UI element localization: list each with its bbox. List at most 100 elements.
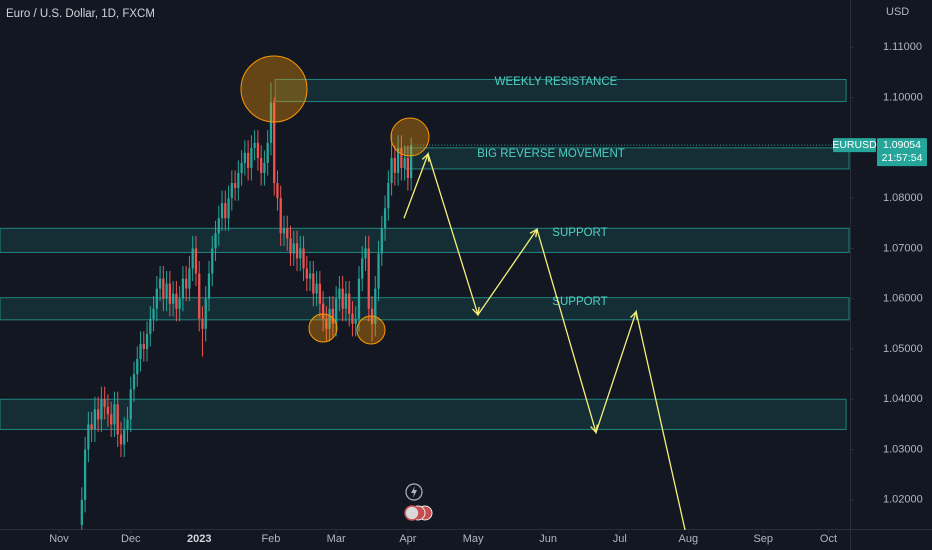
candle-body <box>113 404 116 425</box>
zone-label: WEEKLY RESISTANCE <box>495 76 618 88</box>
candle-body <box>139 343 142 360</box>
candle-body <box>132 374 136 390</box>
candle-body <box>377 253 380 289</box>
candle-body <box>295 243 299 259</box>
candle-body <box>315 283 318 294</box>
candle-body <box>240 162 243 173</box>
candle-body <box>129 389 132 420</box>
candle-body <box>119 434 123 445</box>
arrowhead <box>529 228 538 238</box>
arrowhead <box>630 310 638 320</box>
candle-body <box>260 157 263 173</box>
candle-body <box>214 233 217 249</box>
candle-body <box>390 157 393 184</box>
highlight-circle <box>308 313 338 343</box>
candle-body <box>250 147 253 168</box>
candle-body <box>201 318 204 329</box>
candle-body <box>237 172 240 189</box>
y-tick-label: 1.02000 <box>883 494 923 506</box>
candle-body <box>335 298 338 324</box>
zone-label: BIG REVERSE MOVEMENT <box>477 148 625 160</box>
y-tick-label: 1.08000 <box>883 192 923 204</box>
candle-body <box>230 183 233 199</box>
candle-body <box>328 308 331 329</box>
candle-body <box>188 268 191 289</box>
candle-body <box>149 318 152 334</box>
candle-body <box>162 278 165 299</box>
price-tag-label: 1.09054 <box>883 139 921 151</box>
candle-body <box>299 248 302 259</box>
candle-body <box>106 406 110 415</box>
candle-body <box>90 424 93 430</box>
candle-body <box>364 248 367 259</box>
candle-body <box>100 399 103 420</box>
highlight-circle <box>240 55 308 123</box>
candle-body <box>103 399 106 407</box>
candle-body <box>273 102 276 184</box>
zone-label: SUPPORT <box>552 227 607 239</box>
y-tick-label: 1.05000 <box>883 343 923 355</box>
x-tick-label: 2023 <box>187 533 211 545</box>
candle-body <box>312 273 315 294</box>
candle-body <box>393 157 396 173</box>
candle-body <box>305 268 308 279</box>
candle-body <box>256 142 260 158</box>
candle-body <box>246 152 250 168</box>
candle-body <box>145 333 149 349</box>
x-tick-label: Apr <box>399 533 416 545</box>
candle-body <box>126 419 129 430</box>
y-tick-label: 1.03000 <box>883 443 923 455</box>
candle-body <box>155 288 158 309</box>
candle-body <box>286 228 289 239</box>
candle-body <box>400 147 403 168</box>
candle-body <box>383 208 387 229</box>
y-tick-label: 1.07000 <box>883 242 923 254</box>
y-tick-label: 1.10000 <box>883 91 923 103</box>
candle-body <box>276 183 279 199</box>
lightning-icon <box>411 486 417 498</box>
zone <box>0 297 850 321</box>
candle-body <box>243 152 247 163</box>
candle-body <box>302 248 305 269</box>
candle-body <box>292 243 295 254</box>
candle-body <box>325 318 328 329</box>
candle-body <box>380 228 383 254</box>
candle-body <box>204 298 207 329</box>
candle-body <box>217 218 220 234</box>
event-icons <box>404 483 433 521</box>
x-tick-label: Nov <box>49 533 69 545</box>
candle-body <box>403 157 406 168</box>
candle-body <box>211 248 214 274</box>
candle-body <box>224 203 227 219</box>
candle-body <box>263 162 266 173</box>
y-tick-label: 1.04000 <box>883 393 923 405</box>
candle-body <box>344 293 348 309</box>
candle-body <box>83 449 87 500</box>
candle-body <box>175 293 178 309</box>
candle-body <box>152 308 155 319</box>
plot-area: WEEKLY RESISTANCE BIG REVERSE MOVEMENT SUP… <box>0 76 850 530</box>
countdown-label: 21:57:54 <box>882 152 923 164</box>
candle-body <box>354 318 357 324</box>
candle-body <box>227 198 230 219</box>
arrowhead <box>472 306 480 317</box>
highlight-circle <box>356 315 386 345</box>
candle-body <box>185 278 188 289</box>
candle-body <box>93 409 97 430</box>
candle-body <box>181 278 185 299</box>
x-tick-label: Aug <box>678 533 698 545</box>
candle-body <box>361 258 364 279</box>
flag-icon[interactable] <box>404 505 420 521</box>
x-tick-label: Jul <box>613 533 627 545</box>
x-tick-label: Jun <box>539 533 557 545</box>
y-tick-label: 1.06000 <box>883 293 923 305</box>
candle-body <box>387 183 390 209</box>
x-tick-label: Feb <box>261 533 280 545</box>
candle-body <box>168 283 172 304</box>
candle-body <box>357 278 361 319</box>
candle-body <box>331 308 335 324</box>
candle-body <box>279 198 282 234</box>
candle-body <box>289 238 292 254</box>
candle-body <box>374 288 377 324</box>
